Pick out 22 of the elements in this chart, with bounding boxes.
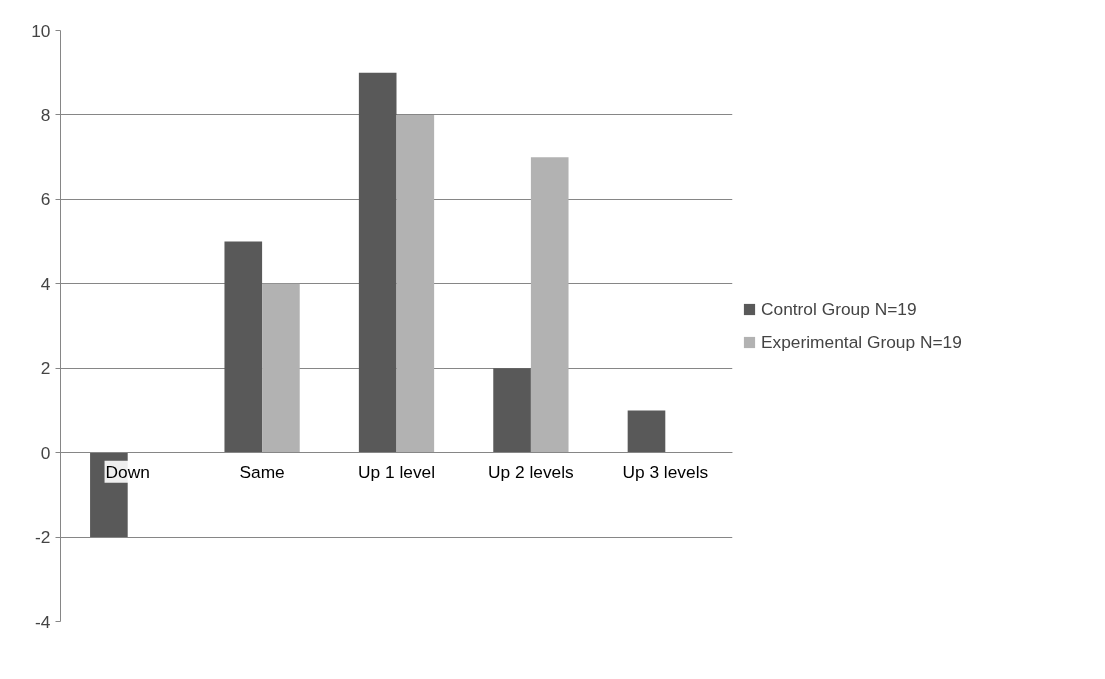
legend-label: Control Group N=19 [761,298,917,320]
x-tick-label: Up 2 levels [488,461,575,482]
bar [262,283,300,453]
y-tick-label: 10 [31,20,51,41]
y-tick-label: 8 [40,104,51,125]
x-tick-label: Up 3 levels [622,461,709,482]
bar [530,157,569,453]
x-tick-label: Down [105,461,150,482]
y-tick-label: 0 [40,442,51,463]
y-tick-label: 6 [40,189,51,210]
y-tick-label: -4 [35,611,51,632]
bar [493,368,531,453]
x-tick-label: Same [239,461,285,482]
bar [396,114,435,453]
y-tick-label: 2 [40,358,51,379]
bar [358,72,397,453]
y-tick-label: 4 [40,273,51,294]
y-tick-label: -2 [35,527,51,548]
bar [224,241,263,453]
bar [627,410,666,453]
legend-label: Experimental Group N=19 [761,331,962,353]
x-tick-label: Up 1 level [357,461,436,482]
